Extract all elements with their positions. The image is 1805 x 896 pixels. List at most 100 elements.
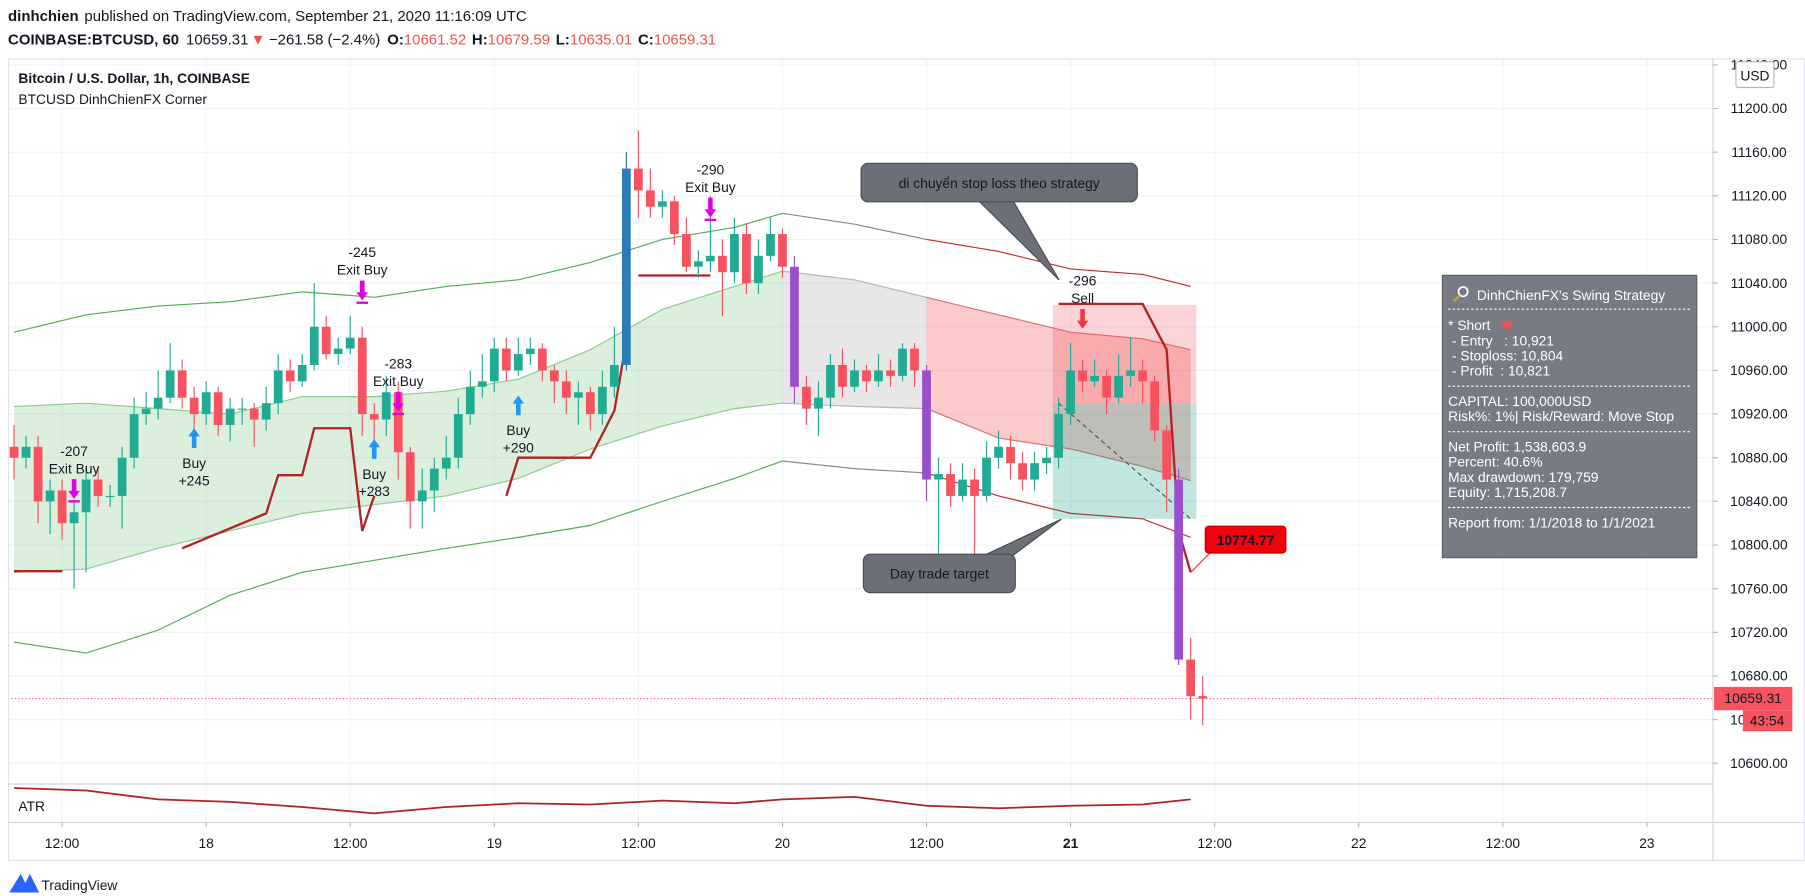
magnifier-icon bbox=[1457, 286, 1469, 298]
signal-label: Exit Buy bbox=[337, 262, 388, 278]
panel-line: - Entry : 10,921 bbox=[1448, 332, 1554, 348]
panel-line: * Short bbox=[1448, 317, 1490, 333]
sell-arrow bbox=[1076, 308, 1089, 329]
callout-target: Day trade target bbox=[862, 518, 1062, 594]
atr-label: ATR bbox=[18, 798, 45, 814]
callout-stop: di chuyển stop loss theo strategy bbox=[860, 162, 1138, 281]
y-tick-label: 10760.00 bbox=[1730, 580, 1788, 596]
x-tick-label: 21 bbox=[1063, 835, 1079, 851]
candle-body bbox=[609, 364, 619, 387]
panel-title: DinhChienFX's Swing Strategy bbox=[1477, 287, 1665, 303]
candle-body bbox=[525, 348, 535, 355]
footer-brand: TradingView bbox=[41, 877, 118, 893]
x-tick-label: 20 bbox=[775, 835, 791, 851]
exit-arrow bbox=[704, 197, 717, 218]
candle-body bbox=[886, 370, 895, 376]
candle-body bbox=[862, 370, 871, 382]
candle-body bbox=[1186, 659, 1196, 697]
candle-body bbox=[117, 457, 127, 496]
candle-body bbox=[345, 337, 355, 349]
candle-body bbox=[225, 408, 235, 425]
candle-body bbox=[369, 414, 379, 420]
candle-body bbox=[57, 490, 67, 524]
candle-body bbox=[45, 490, 55, 502]
candle-body bbox=[814, 397, 823, 409]
candle-body bbox=[321, 326, 331, 355]
l: 10635.01 bbox=[570, 31, 632, 48]
candle-body bbox=[261, 403, 271, 420]
callout-box bbox=[862, 553, 1016, 594]
countdown-box bbox=[1742, 710, 1793, 732]
candle-body bbox=[177, 370, 187, 398]
candle-body bbox=[790, 266, 799, 387]
candle-body bbox=[1066, 370, 1075, 415]
y-tick-label: 10600.00 bbox=[1730, 755, 1788, 771]
y-tick-label: 10880.00 bbox=[1730, 449, 1788, 465]
candle-body bbox=[982, 457, 991, 496]
candle-body bbox=[33, 446, 43, 502]
candle-body bbox=[81, 479, 91, 513]
candle-body bbox=[898, 348, 907, 376]
candle-body bbox=[549, 370, 559, 382]
candle-body bbox=[189, 397, 199, 415]
c: 10659.31 bbox=[654, 31, 716, 48]
symbol-line: COINBASE:BTCUSD, 60 10659.31 ▼ −261.58 (−2.… bbox=[8, 31, 716, 48]
signal-label: Buy bbox=[182, 455, 206, 471]
signal-label: Exit Buy bbox=[373, 373, 424, 389]
candle-body bbox=[297, 364, 307, 382]
candle-body bbox=[1042, 457, 1051, 464]
short-icon bbox=[1499, 320, 1514, 332]
candle-body bbox=[393, 392, 403, 453]
magnifier-handle bbox=[1453, 294, 1461, 302]
candle-body bbox=[633, 168, 643, 191]
signal-label: +283 bbox=[359, 483, 390, 499]
panel-line: Report from: 1/1/2018 to 1/1/2021 bbox=[1448, 514, 1655, 530]
candle-body bbox=[417, 490, 427, 502]
x-tick-label: 12:00 bbox=[621, 835, 656, 851]
x-tick-label: 12:00 bbox=[333, 835, 368, 851]
candle-body bbox=[1126, 370, 1135, 376]
o-label: O: bbox=[387, 31, 404, 48]
x-tick-label: 19 bbox=[487, 835, 503, 851]
candle-body bbox=[1162, 430, 1172, 480]
candle-body bbox=[826, 364, 835, 398]
candle-body bbox=[597, 386, 607, 415]
h: 10679.59 bbox=[488, 31, 550, 48]
panel-line: Equity: 1,715,208.7 bbox=[1448, 484, 1567, 500]
buy-arrow bbox=[188, 428, 200, 449]
signal-label: -290 bbox=[697, 161, 725, 177]
candle-body bbox=[766, 234, 775, 256]
y-tick-label: 10720.00 bbox=[1730, 624, 1788, 640]
x-tick-label: 12:00 bbox=[1197, 835, 1232, 851]
last-price-box bbox=[1714, 686, 1793, 711]
candle-body bbox=[670, 201, 679, 235]
chart-subtitle: BTCUSD DinhChienFX Corner bbox=[18, 91, 207, 107]
candle-body bbox=[477, 381, 487, 387]
candle-body bbox=[1150, 381, 1160, 431]
candle-body bbox=[1174, 479, 1184, 660]
candle-body bbox=[1054, 414, 1063, 458]
candle-body bbox=[405, 452, 415, 502]
change: −261.58 (−2.4%) bbox=[269, 31, 380, 48]
candle-body bbox=[489, 348, 499, 382]
candle-body bbox=[585, 392, 595, 415]
signal-label: Sell bbox=[1071, 290, 1094, 306]
c-label: C: bbox=[638, 31, 654, 48]
y-tick-label: 10680.00 bbox=[1730, 668, 1788, 684]
candle-body bbox=[465, 386, 475, 415]
logo bbox=[9, 873, 40, 893]
band-line bbox=[13, 460, 1191, 654]
candle-body bbox=[1030, 463, 1039, 480]
candle-body bbox=[682, 234, 691, 267]
y-tick-label: 11040.00 bbox=[1731, 275, 1788, 291]
candle-body bbox=[309, 326, 319, 365]
l-label: L: bbox=[556, 31, 570, 48]
panel-line: Risk%: 1%| Risk/Reward: Move Stop bbox=[1448, 408, 1674, 424]
callout-box bbox=[860, 162, 1138, 203]
candle-body bbox=[285, 370, 295, 382]
y-tick-label: 11200.00 bbox=[1731, 100, 1788, 116]
candle-body bbox=[501, 348, 511, 371]
panel-line: CAPITAL: 100,000USD bbox=[1448, 393, 1591, 409]
candle-body bbox=[910, 348, 919, 371]
x-tick-label: 12:00 bbox=[45, 835, 80, 851]
